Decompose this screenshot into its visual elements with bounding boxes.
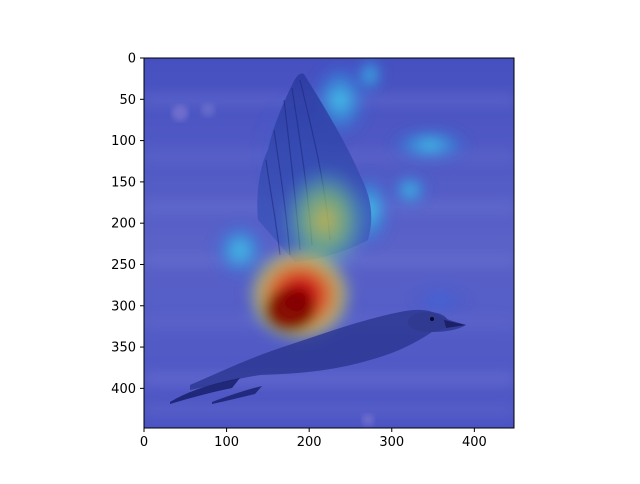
axes-frame xyxy=(143,57,515,429)
x-tick-label: 300 xyxy=(379,435,404,450)
y-tick-label: 200 xyxy=(111,217,136,232)
y-tick-label: 300 xyxy=(111,299,136,314)
y-tick-label: 150 xyxy=(111,175,136,190)
x-tick-label: 100 xyxy=(214,435,239,450)
y-tick-label: 400 xyxy=(111,382,136,397)
y-tick-label: 50 xyxy=(119,93,136,108)
y-tick-label: 0 xyxy=(128,52,136,67)
x-tick-label: 200 xyxy=(297,435,322,450)
y-tick-label: 350 xyxy=(111,341,136,356)
x-axis: 0 100 200 300 400 xyxy=(140,428,487,450)
y-tick-label: 250 xyxy=(111,258,136,273)
y-tick-label: 100 xyxy=(111,134,136,149)
x-tick-label: 400 xyxy=(462,435,487,450)
x-tick-label: 0 xyxy=(140,435,148,450)
heatmap-image xyxy=(144,58,514,428)
y-axis: 0 50 100 150 200 250 300 350 400 xyxy=(111,52,144,397)
